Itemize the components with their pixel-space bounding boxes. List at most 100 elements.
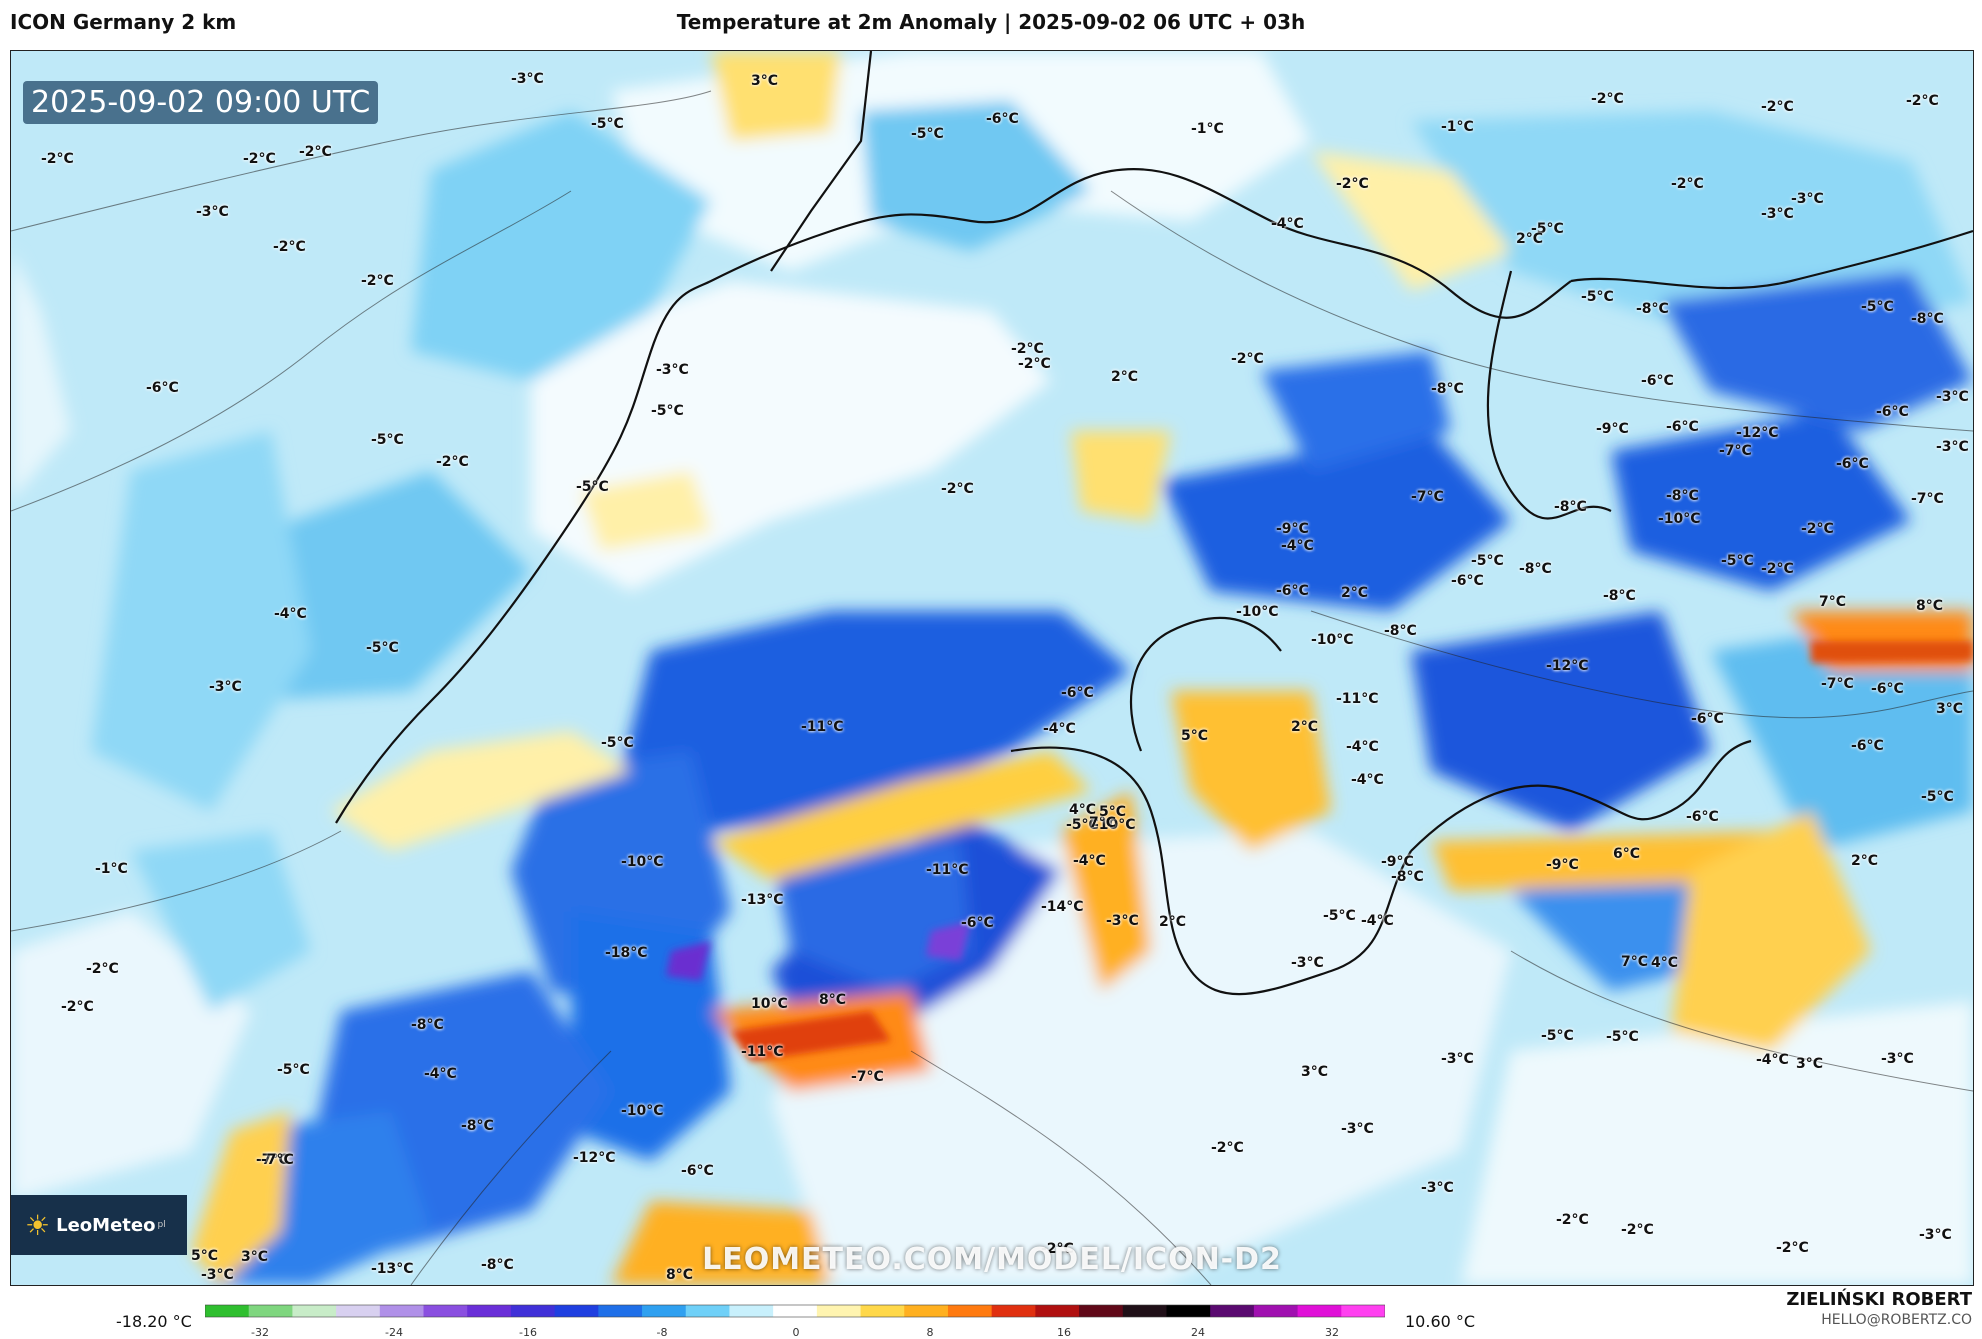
temperature-label: -2°C [41,151,74,167]
temperature-label: -2°C [1018,356,1051,372]
temperature-label: -5°C [1721,553,1754,569]
anomaly-field [11,51,1973,1285]
colorbar-swatch [1253,1305,1299,1317]
temperature-label: -3°C [1761,206,1794,222]
temperature-label: -8°C [1666,488,1699,504]
temperature-label: -6°C [1666,419,1699,435]
temperature-label: 2°C [1159,914,1187,930]
temperature-label: -5°C [1471,553,1504,569]
colorbar-swatch [991,1305,1036,1317]
temperature-label: -9°C [1381,854,1414,870]
colorbar-tick-label: 16 [1057,1326,1071,1339]
temperature-label: -8°C [1431,381,1464,397]
temperature-label: -5°C [651,403,684,419]
temperature-label: -3°C [1919,1227,1952,1243]
temperature-label: -6°C [1871,681,1904,697]
temperature-label: -6°C [1276,583,1309,599]
temperature-label: -2°C [243,151,276,167]
temperature-label: -8°C [1384,623,1417,639]
temperature-label: -2°C [1591,91,1624,107]
temperature-label: 10°C [751,996,788,1012]
temperature-label: -3°C [201,1267,234,1283]
chart-title: Temperature at 2m Anomaly | 2025-09-02 0… [676,10,1306,34]
colorbar-swatch [379,1305,425,1317]
temperature-label: 5°C [191,1248,219,1264]
temperature-label: -2°C [299,144,332,160]
logo-text: LeoMeteo [56,1214,156,1236]
temperature-label: 4°C [1069,802,1097,818]
temperature-label: 8°C [666,1267,694,1283]
temperature-label: 2°C [1516,231,1544,247]
temperature-label: -2°C [273,239,306,255]
valid-time-badge: 2025-09-02 09:00 UTC [23,81,379,124]
temperature-label: -8°C [1554,499,1587,515]
temperature-label: -1°C [95,861,128,877]
colorbar-swatch [423,1305,468,1317]
temperature-label: -5°C [601,735,634,751]
source-watermark: LEOMETEO.COM/MODEL/ICON-D2 [702,1242,1282,1277]
temperature-label: -3°C [196,204,229,220]
temperature-label: -4°C [274,606,307,622]
colorbar-swatch [685,1305,731,1317]
temperature-label: -2°C [61,999,94,1015]
temperature-label: -9°C [1546,857,1579,873]
temperature-label: -12°C [573,1150,616,1166]
temperature-label: -8°C [461,1118,494,1134]
temperature-label: -13°C [741,892,784,908]
temperature-label: -2°C [1336,176,1369,192]
temperature-label: -2°C [436,454,469,470]
temperature-label: -8°C [481,1257,514,1273]
temperature-label: -5°C [366,640,399,656]
temperature-label: -1°C [1441,119,1474,135]
temperature-label: 3°C [751,73,779,89]
temperature-label: -18°C [605,945,648,961]
colorbar-swatch [1079,1305,1124,1317]
temperature-label: -5°C [1861,299,1894,315]
temperature-label: -2°C [1211,1140,1244,1156]
temperature-label: -6°C [681,1163,714,1179]
temperature-label: -2°C [1621,1222,1654,1238]
temperature-label: -6°C [986,111,1019,127]
temperature-anomaly-map [11,51,1973,1285]
region-borders [11,90,1973,1285]
temperature-label: 6°C [1613,846,1641,862]
temperature-label: -8°C [1519,561,1552,577]
colorbar-min-label: -18.20 °C [116,1312,192,1331]
temperature-label: -2°C [1776,1240,1809,1256]
colorbar-swatch [729,1305,774,1317]
temperature-label: -2°C [1761,561,1794,577]
colorbar-swatch [467,1305,512,1317]
temperature-label: 5°C [1181,728,1209,744]
country-borders [335,51,1973,996]
temperature-label: -7°C [851,1069,884,1085]
temperature-label: -4°C [1281,538,1314,554]
temperature-label: -5°C [1066,817,1099,833]
temperature-label: -14°C [1041,899,1084,915]
temperature-label: -3°C [1421,1180,1454,1196]
temperature-label: -3°C [1441,1051,1474,1067]
author-email[interactable]: HELLO@ROBERTZ.CO [1821,1312,1972,1328]
colorbar-swatch [1210,1305,1255,1317]
colorbar-max-label: 10.60 °C [1405,1312,1476,1331]
temperature-label: -7°C [1821,676,1854,692]
colorbar-tick-label: 32 [1325,1326,1339,1339]
temperature-label: -5°C [1581,289,1614,305]
sun-icon: ☀ [25,1208,51,1242]
temperature-label: -6°C [1836,456,1869,472]
map-panel[interactable]: 2025-09-02 09:00 UTC -3°C 3°C -5°C -6°C -5°C… [10,50,1974,1286]
leometeo-logo[interactable]: ☀ LeoMeteo pl [11,1195,187,1255]
temperature-label: -3°C [1881,1051,1914,1067]
colorbar-tick-label: -32 [251,1326,269,1339]
colorbar-swatch [947,1305,993,1317]
temperature-label: -3°C [1791,191,1824,207]
temperature-label: -3°C [209,679,242,695]
temperature-label: -10°C [621,854,664,870]
colorbar-swatch [773,1305,818,1317]
temperature-label: -5°C [911,126,944,142]
temperature-label: -2°C [1041,1241,1074,1257]
temperature-label: -2°C [1011,341,1044,357]
temperature-label: -5°C [1323,908,1356,924]
logo-suffix: pl [157,1220,166,1230]
temperature-label: -3°C [511,71,544,87]
temperature-label: -5°C [277,1062,310,1078]
